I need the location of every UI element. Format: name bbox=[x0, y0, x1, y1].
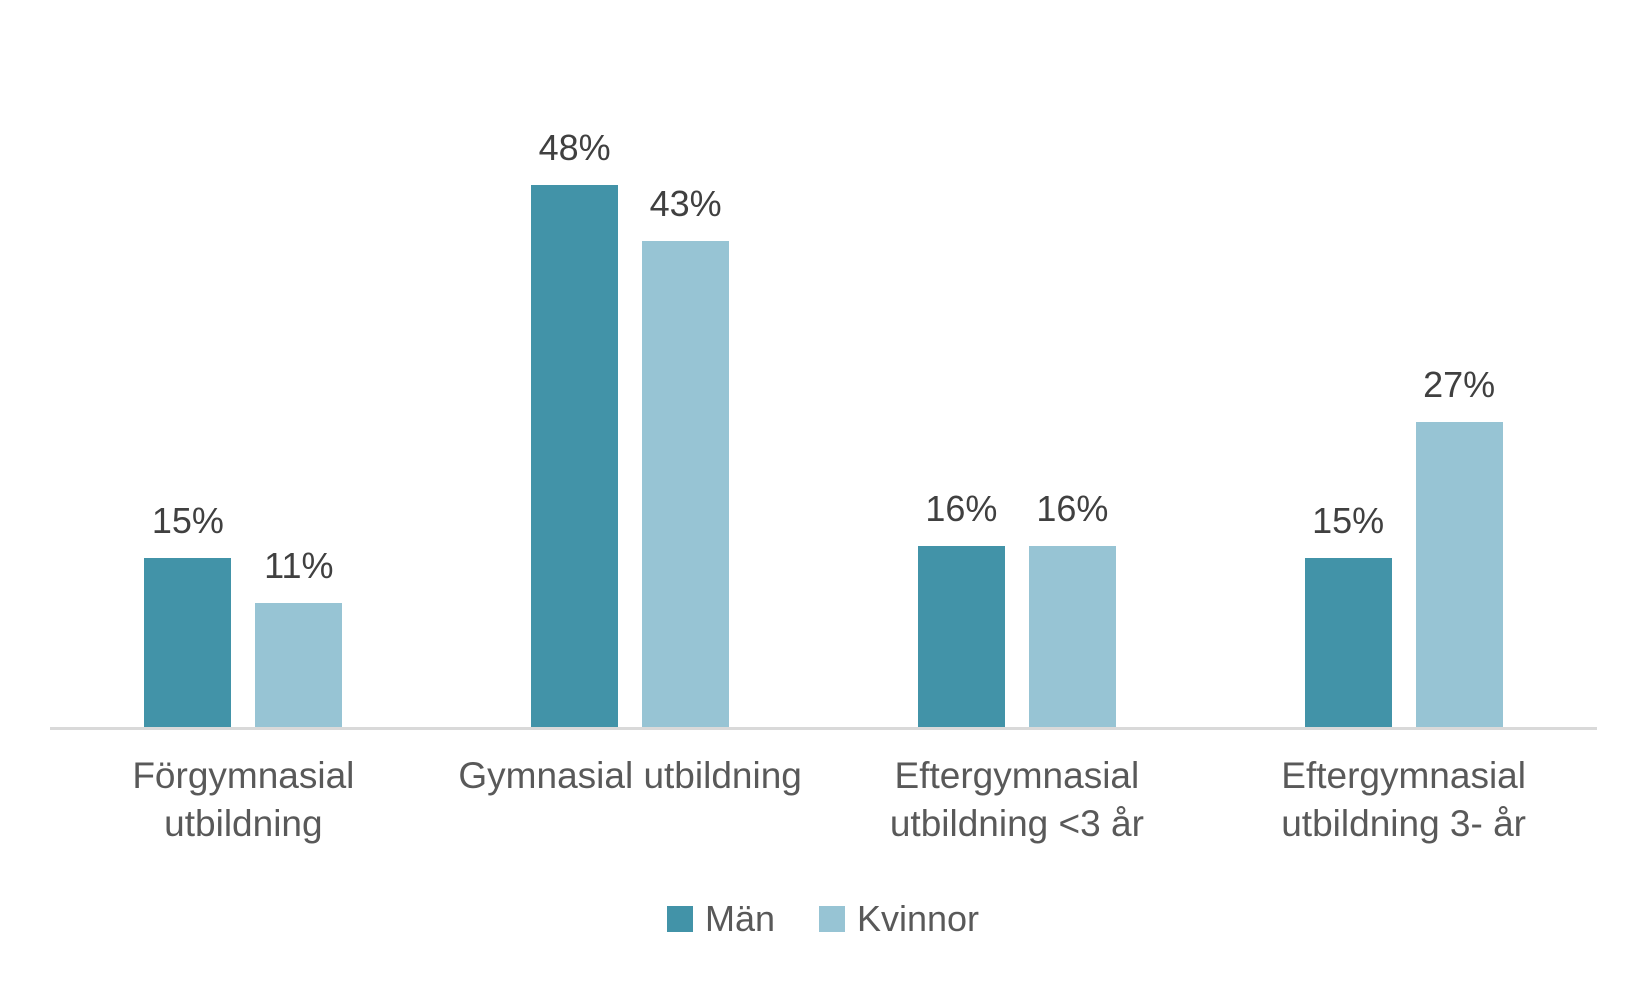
bar-with-label: 11% bbox=[255, 544, 343, 727]
data-label: 16% bbox=[925, 488, 998, 530]
bar-man bbox=[144, 557, 232, 727]
x-axis-category-label: Eftergymnasial utbildning <3 år bbox=[889, 755, 1144, 845]
bar-with-label: 43% bbox=[642, 183, 730, 727]
data-label: 15% bbox=[151, 499, 224, 541]
bar-group: 15% 27% bbox=[1210, 364, 1597, 727]
bar-with-label: 16% bbox=[1028, 488, 1116, 727]
legend-swatch-icon bbox=[666, 906, 693, 932]
bar-man bbox=[917, 546, 1005, 727]
bar-with-label: 27% bbox=[1415, 363, 1503, 727]
bar-kvinnor bbox=[642, 241, 730, 727]
data-label: 27% bbox=[1423, 363, 1496, 405]
bar-with-label: 15% bbox=[1304, 499, 1392, 727]
legend-label: Kvinnor bbox=[856, 898, 980, 939]
x-axis-line bbox=[50, 727, 1597, 730]
bar-kvinnor bbox=[1415, 421, 1503, 727]
x-axis-category-label: Förgymnasial utbildning bbox=[132, 755, 355, 845]
data-label: 15% bbox=[1312, 499, 1385, 541]
bar-man bbox=[1304, 557, 1392, 727]
bar-kvinnor bbox=[255, 602, 343, 727]
bar-group: 15% 11% bbox=[50, 499, 437, 727]
legend: Män Kvinnor bbox=[0, 898, 1646, 940]
bar-with-label: 48% bbox=[531, 126, 619, 727]
data-label: 16% bbox=[1036, 488, 1109, 530]
bar-with-label: 16% bbox=[917, 488, 1005, 727]
legend-label: Män bbox=[704, 898, 775, 939]
bar-group: 16% 16% bbox=[824, 488, 1211, 727]
legend-swatch-icon bbox=[818, 906, 845, 932]
x-axis-category-label: Gymnasial utbildning bbox=[458, 755, 802, 796]
x-axis-category-label: Eftergymnasial utbildning 3- år bbox=[1281, 755, 1526, 845]
bar-man bbox=[531, 184, 619, 727]
data-label: 48% bbox=[538, 126, 611, 168]
bar-group: 48% 43% bbox=[437, 127, 824, 727]
data-label: 11% bbox=[264, 544, 334, 586]
bar-kvinnor bbox=[1028, 546, 1116, 727]
legend-item: Kvinnor bbox=[818, 898, 980, 940]
plot-area: 15% 11% 48% 43% 16% 16% 15% 27% bbox=[50, 0, 1597, 730]
bar-with-label: 15% bbox=[144, 499, 232, 727]
legend-item: Män bbox=[666, 898, 775, 940]
data-label: 43% bbox=[649, 183, 722, 225]
